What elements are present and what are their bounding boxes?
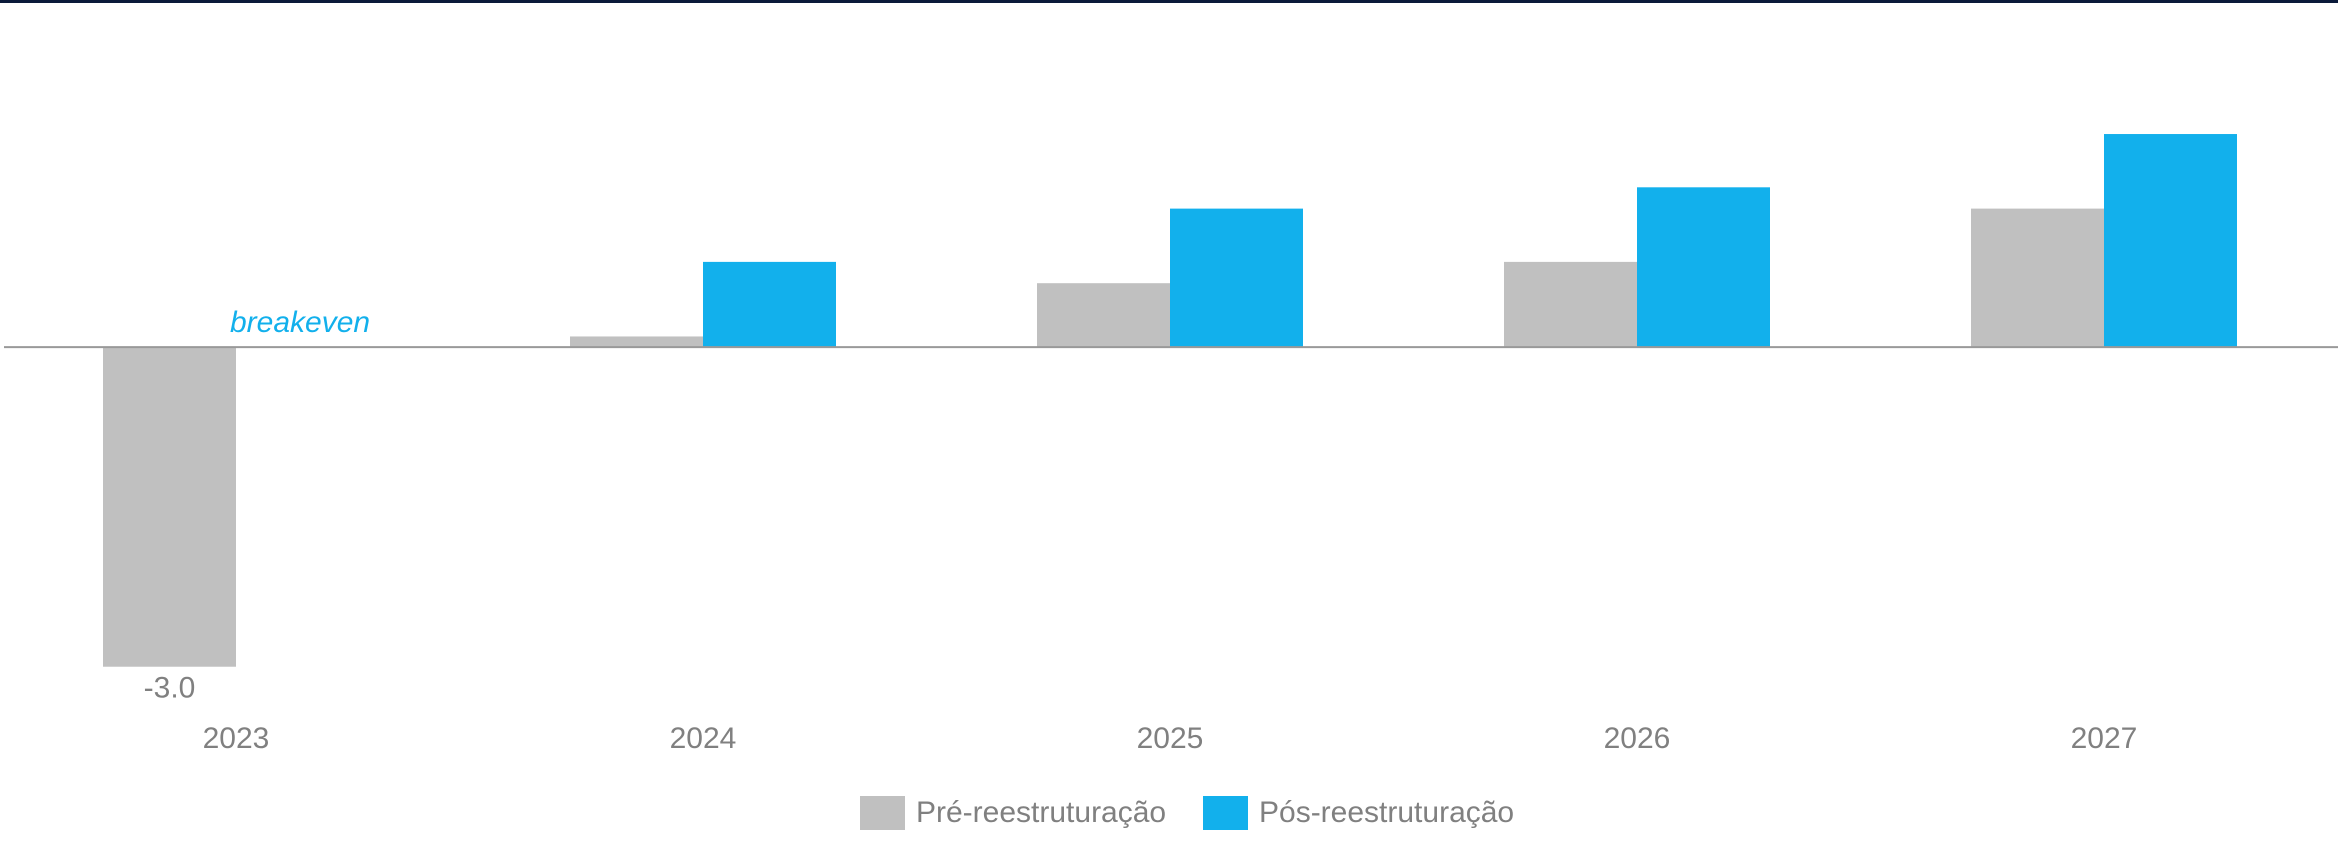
legend-swatch: [860, 796, 905, 830]
bar: [703, 261, 836, 348]
bar: [2104, 134, 2237, 348]
x-tick-label: 2026: [1604, 722, 1671, 755]
bar: [1037, 283, 1170, 348]
legend-label: Pré-reestruturação: [916, 796, 1166, 829]
legend-label: Pós-reestruturação: [1259, 796, 1514, 829]
data-label: -3.0: [144, 672, 196, 705]
annotation: breakeven: [230, 306, 370, 339]
bar: [1170, 208, 1303, 348]
x-tick-label: 2025: [1137, 722, 1204, 755]
bar: [1971, 208, 2104, 348]
bar: [103, 347, 236, 667]
legend-swatch: [1203, 796, 1248, 830]
x-tick-label: 2024: [670, 722, 737, 755]
bar: [570, 336, 703, 348]
x-tick-label: 2027: [2071, 722, 2138, 755]
x-tick-label: 2023: [203, 722, 270, 755]
bar: [1637, 187, 1770, 348]
bar: [1504, 261, 1637, 348]
top-border: [0, 0, 2338, 3]
